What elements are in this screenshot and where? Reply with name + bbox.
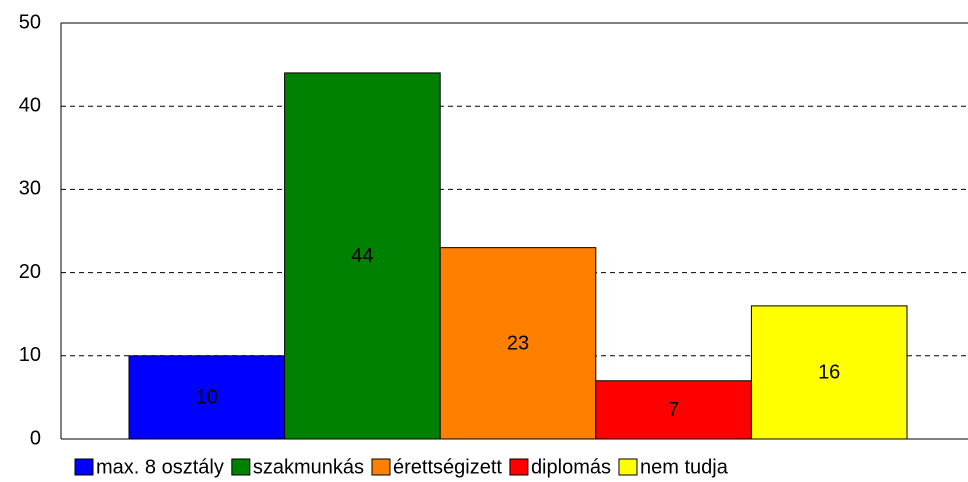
legend-label: max. 8 osztály: [96, 456, 224, 478]
legend-swatch: [74, 458, 94, 476]
legend-label: diplomás: [531, 456, 611, 478]
bar: [284, 72, 441, 440]
legend-label: nem tudja: [640, 456, 729, 478]
legend-swatch: [618, 458, 638, 476]
bar: [128, 355, 286, 440]
bar: [439, 247, 597, 440]
legend-swatch: [371, 458, 391, 476]
data-label: 16: [818, 362, 840, 384]
data-label: 7: [668, 399, 679, 421]
y-tick-label: 30: [19, 178, 41, 200]
legend-label: érettségizett: [393, 456, 502, 478]
data-label: 23: [507, 333, 529, 355]
legend-swatch: [509, 458, 529, 476]
y-tick-label: 0: [30, 427, 41, 449]
data-label: 44: [351, 245, 373, 267]
data-label: 10: [196, 387, 218, 409]
y-tick-label: 10: [19, 344, 41, 366]
y-tick-label: 20: [19, 261, 41, 283]
y-tick-label: 40: [19, 94, 41, 116]
legend-swatch: [231, 458, 251, 476]
y-tick-label: 50: [19, 11, 41, 33]
legend-label: szakmunkás: [253, 456, 364, 478]
